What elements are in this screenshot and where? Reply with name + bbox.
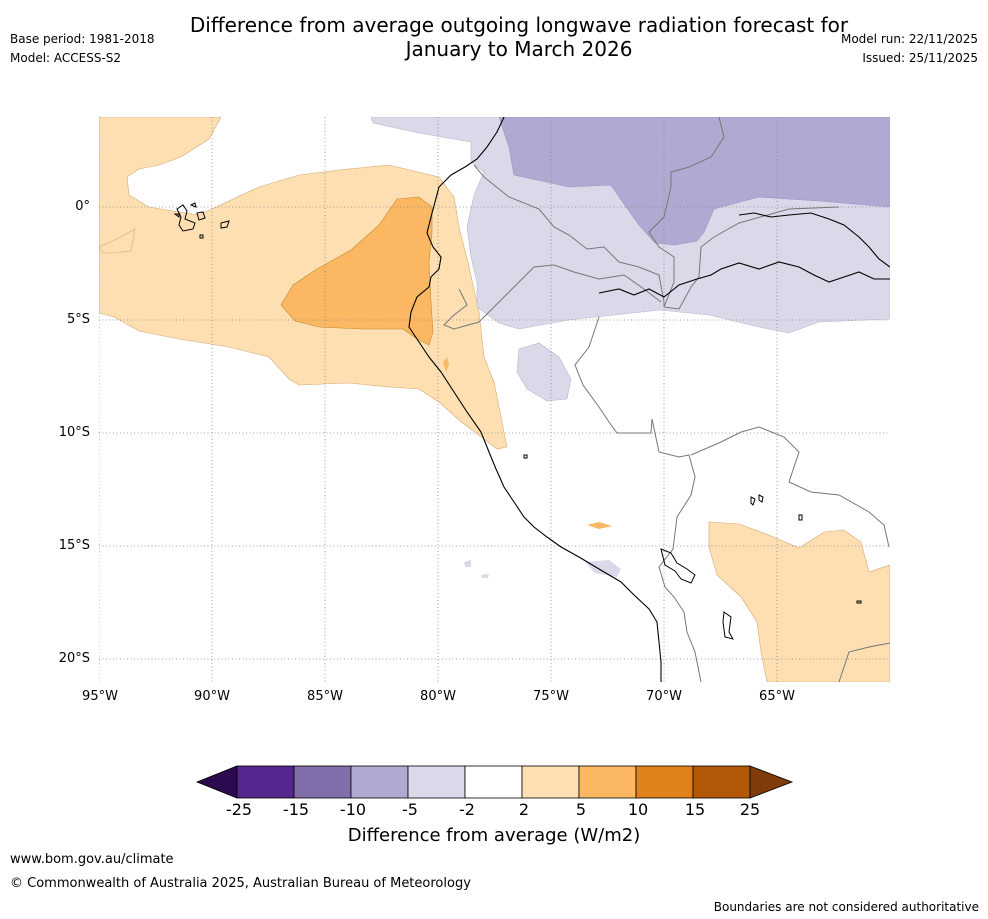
lon-label-90w: 90°W bbox=[194, 689, 230, 704]
anomaly-speck-purple-1 bbox=[585, 560, 621, 577]
legend-tick: -15 bbox=[282, 800, 310, 819]
legend-tick: -25 bbox=[225, 800, 253, 819]
anomaly-speck-orange-2 bbox=[587, 522, 612, 529]
legend-color-box bbox=[407, 765, 466, 799]
model-text: Model: ACCESS-S2 bbox=[10, 51, 122, 65]
legend-color-box bbox=[521, 765, 580, 799]
legend-color-box bbox=[635, 765, 694, 799]
lat-label-15s: 15°S bbox=[58, 538, 90, 553]
legend-tick: 2 bbox=[518, 800, 530, 819]
legend-color-box bbox=[236, 765, 295, 799]
legend-tick: -5 bbox=[402, 800, 418, 819]
anomaly-region-orange-ecuador bbox=[280, 196, 434, 346]
lat-label-10s: 10°S bbox=[58, 425, 90, 440]
national-borders bbox=[443, 117, 890, 682]
coastlines bbox=[408, 117, 890, 682]
legend-color-box bbox=[578, 765, 637, 799]
issued-text: Issued: 25/11/2025 bbox=[862, 51, 978, 65]
anomaly-speck-orange bbox=[443, 357, 449, 372]
olr-anomaly-map bbox=[99, 117, 890, 682]
legend-colorbar bbox=[195, 765, 794, 799]
lon-label-95w: 95°W bbox=[82, 689, 118, 704]
legend-color-box bbox=[692, 765, 751, 799]
lat-label-5s: 5°S bbox=[66, 312, 90, 327]
anomaly-region-light-purple-peru bbox=[516, 342, 572, 402]
legend-color-box bbox=[464, 765, 523, 799]
lon-label-80w: 80°W bbox=[420, 689, 456, 704]
lat-label-0: 0° bbox=[75, 199, 90, 214]
lon-label-75w: 75°W bbox=[533, 689, 569, 704]
legend-tick: 25 bbox=[739, 800, 761, 819]
anomaly-speck-purple-2 bbox=[464, 560, 489, 578]
legend-tick: 5 bbox=[575, 800, 587, 819]
lon-label-85w: 85°W bbox=[307, 689, 343, 704]
legend-title: Difference from average (W/m2) bbox=[347, 825, 641, 846]
legend-arrow-min bbox=[195, 765, 238, 799]
legend-tick: -2 bbox=[459, 800, 475, 819]
legend-tick: 10 bbox=[627, 800, 649, 819]
anomaly-region-light-orange-bolivia bbox=[708, 521, 890, 682]
model-run-text: Model run: 22/11/2025 bbox=[840, 32, 978, 46]
lat-label-20s: 20°S bbox=[58, 651, 90, 666]
legend-tick: -10 bbox=[339, 800, 367, 819]
anomaly-region-purple-north-amazon bbox=[498, 117, 890, 246]
lakes bbox=[523, 454, 862, 640]
legend-color-box bbox=[293, 765, 352, 799]
map-title: Difference from average outgoing longwav… bbox=[0, 13, 988, 61]
lon-label-65w: 65°W bbox=[759, 689, 795, 704]
legend-color-box bbox=[350, 765, 409, 799]
disclaimer-text: Boundaries are not considered authoritat… bbox=[713, 900, 979, 914]
graticule bbox=[99, 117, 890, 682]
base-period-text: Base period: 1981-2018 bbox=[10, 32, 155, 46]
copyright-text: © Commonwealth of Australia 2025, Austra… bbox=[10, 876, 471, 891]
galapagos-islands bbox=[173, 202, 230, 239]
title-line-2: January to March 2026 bbox=[405, 37, 633, 61]
legend-arrow-max bbox=[749, 765, 794, 799]
title-line-1: Difference from average outgoing longwav… bbox=[189, 13, 849, 37]
website-text: www.bom.gov.au/climate bbox=[10, 852, 174, 867]
legend-tick: 15 bbox=[684, 800, 706, 819]
lon-label-70w: 70°W bbox=[646, 689, 682, 704]
